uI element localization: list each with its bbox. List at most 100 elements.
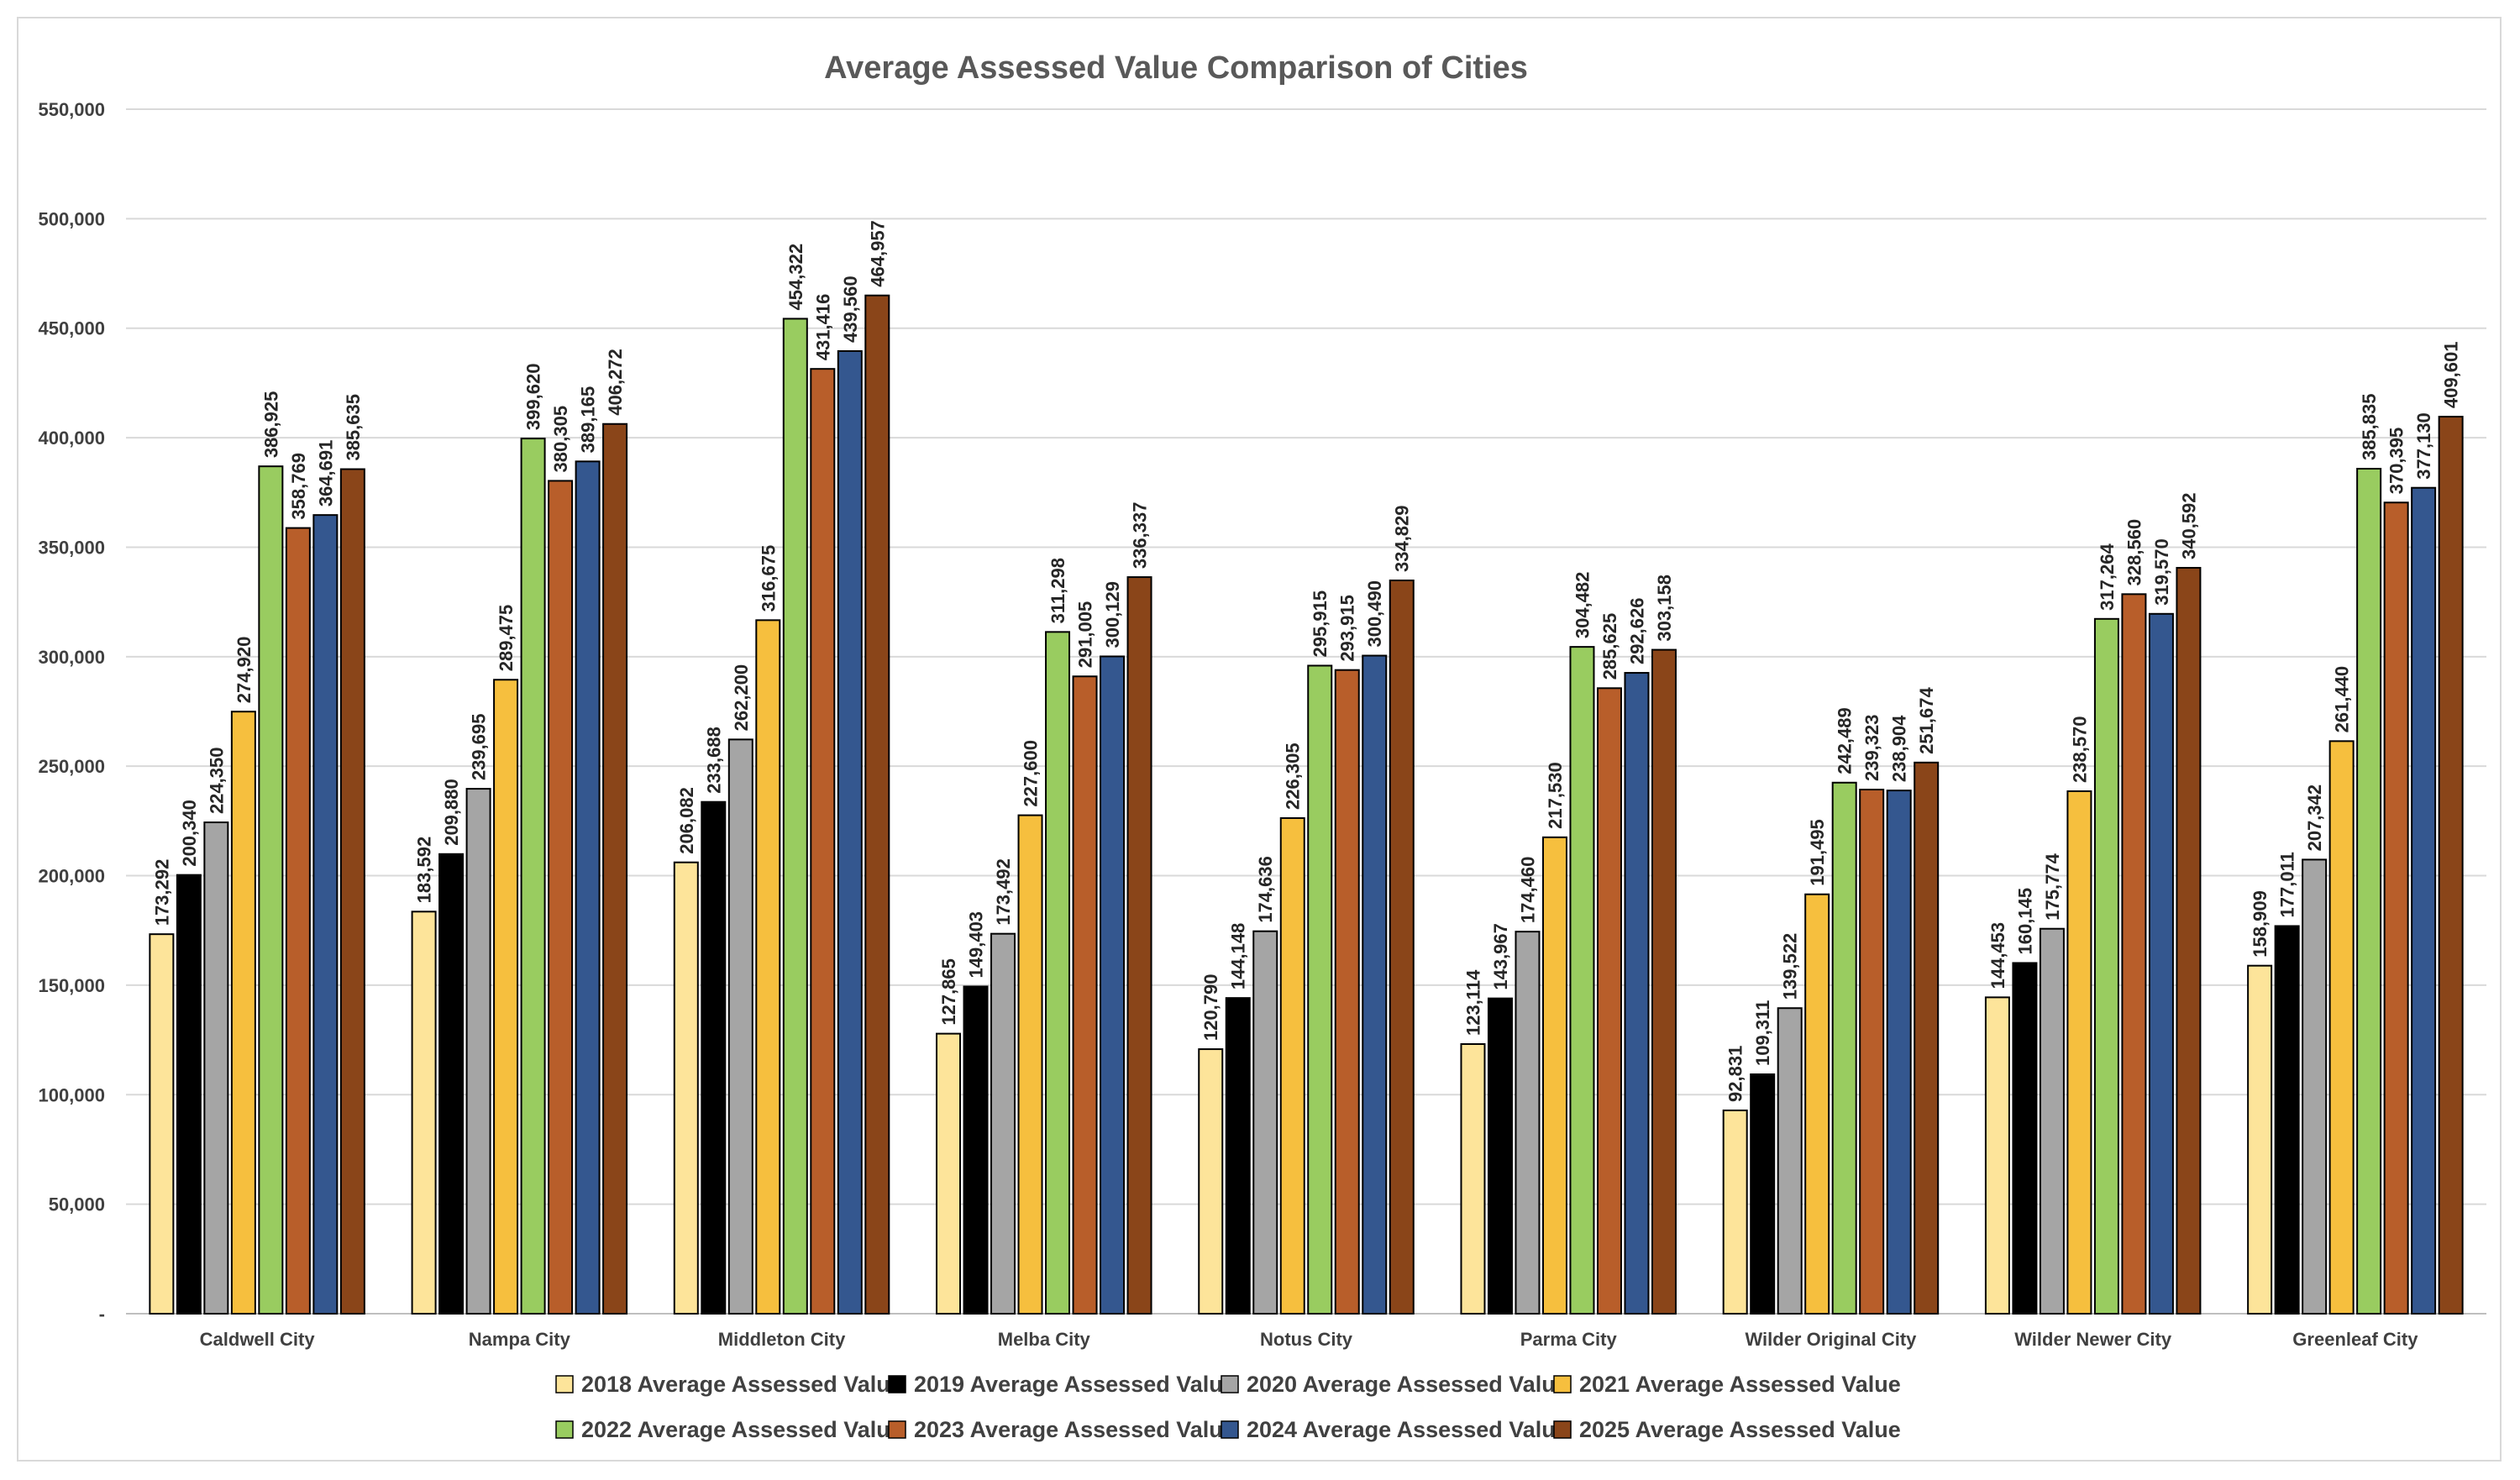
bar [990,932,1016,1315]
bar [1045,631,1071,1315]
bar [1831,781,1857,1315]
data-label: 336,337 [1130,502,1151,569]
bar [1541,836,1567,1315]
data-label: 319,570 [2151,538,2172,606]
legend-label: 2019 Average Assessed Value [914,1372,1236,1397]
data-label: 177,011 [2277,852,2298,917]
data-label: 139,522 [1780,933,1801,1000]
bar [1804,893,1830,1315]
bar [1279,816,1305,1315]
bar [1126,576,1152,1315]
bar [339,468,365,1315]
data-label: 293,915 [1337,595,1358,662]
data-label: 317,264 [2097,543,2118,611]
bar [837,349,863,1315]
data-label: 123,114 [1462,969,1483,1036]
data-label: 292,626 [1626,598,1647,665]
data-label: 183,592 [414,837,435,904]
bar [548,480,574,1315]
data-label: 385,635 [343,394,364,461]
bar [1886,790,1912,1315]
bar [2176,566,2202,1315]
bar [520,438,546,1315]
legend-swatch [1553,1420,1572,1439]
bar [2383,501,2409,1315]
bar [2148,612,2174,1315]
category-label: Caldwell City [200,1329,316,1350]
data-label: 399,620 [523,364,544,431]
data-label: 406,272 [605,349,626,416]
data-label: 464,957 [867,220,888,287]
data-label: 158,909 [2250,890,2271,958]
legend-label: 2023 Average Assessed Value [914,1417,1236,1442]
category-label: Wilder Newer City [2014,1329,2172,1350]
legend-swatch [888,1375,906,1393]
data-label: 328,560 [2124,519,2145,586]
bar [1722,1109,1748,1315]
legend-label: 2025 Average Assessed Value [1579,1417,1901,1442]
data-label: 386,925 [260,391,281,459]
bar [963,985,989,1315]
data-label: 92,831 [1725,1046,1746,1102]
bar [1389,580,1415,1315]
chart-title: Average Assessed Value Comparison of Cit… [824,50,1528,86]
category-label: Melba City [998,1329,1091,1350]
data-label: 120,790 [1200,974,1221,1042]
y-tick-label: 500,000 [38,208,105,229]
data-label: 109,311 [1752,1000,1773,1066]
bar [149,933,175,1315]
data-label: 173,492 [993,858,1014,926]
data-label: 160,145 [2014,888,2035,955]
data-label: 385,835 [2359,393,2380,460]
bar [810,368,836,1315]
data-label: 285,625 [1599,613,1620,680]
data-label: 431,416 [812,294,833,361]
bar [864,294,890,1315]
bar [1487,997,1513,1315]
data-label: 274,920 [234,637,255,704]
category-label: Parma City [1520,1329,1618,1350]
data-label: 242,489 [1835,707,1856,774]
legend-swatch [888,1420,906,1439]
data-label: 377,130 [2413,412,2434,480]
data-label: 364,691 [315,440,336,507]
bar [285,527,311,1315]
bar [203,821,229,1315]
category-label: Greenleaf City [2292,1329,2418,1350]
data-label: 174,636 [1255,856,1276,923]
bar [673,861,699,1315]
bar [782,318,808,1315]
data-label: 300,129 [1102,581,1123,648]
category-label: Nampa City [469,1329,571,1350]
bar [1307,664,1333,1315]
bar [2039,927,2065,1315]
bar [438,853,465,1315]
data-label: 454,322 [785,244,806,311]
bar [2066,790,2092,1315]
data-label: 233,688 [703,727,724,794]
legend-label: 2021 Average Assessed Value [1579,1372,1901,1397]
bar [1651,648,1677,1315]
data-label: 238,570 [2069,716,2090,783]
bar [2093,617,2119,1315]
bar [1198,1048,1224,1315]
legend-label: 2024 Average Assessed Value [1247,1417,1568,1442]
bar [1596,687,1622,1315]
data-label: 389,165 [578,386,599,454]
data-label: 311,298 [1047,558,1068,623]
bar [727,738,753,1315]
data-label: 206,082 [676,787,697,854]
y-tick-label: 50,000 [49,1194,105,1215]
data-label: 439,560 [840,276,861,343]
bar [2438,416,2464,1315]
category-label: Notus City [1260,1329,1353,1350]
data-label: 238,904 [1889,715,1910,782]
data-label: 291,005 [1075,601,1096,669]
data-label: 149,403 [966,911,987,979]
data-label: 173,292 [151,859,172,926]
bar [1334,669,1360,1315]
legend-swatch [1553,1375,1572,1393]
legend-swatch [1221,1375,1239,1393]
data-label: 175,774 [2042,853,2063,920]
